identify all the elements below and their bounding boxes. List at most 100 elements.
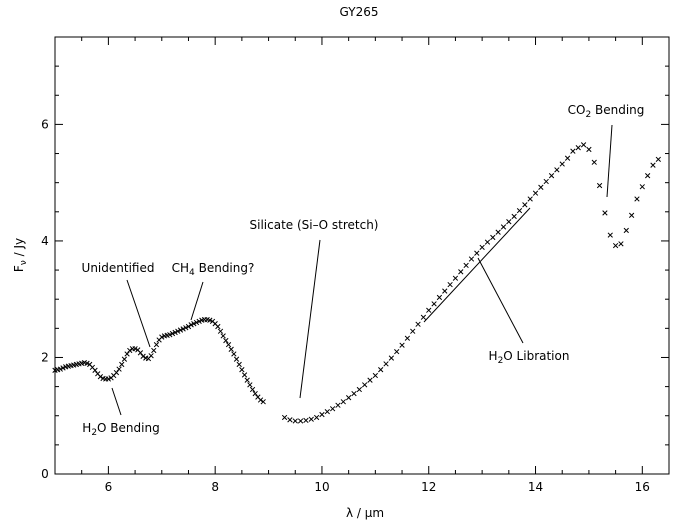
data-point xyxy=(458,269,464,275)
data-point xyxy=(399,342,405,348)
annotation-label: CO2 Bending xyxy=(568,103,645,120)
plot-frame xyxy=(54,36,670,475)
y-label-sub: ν xyxy=(19,260,29,265)
data-point xyxy=(372,372,379,379)
data-point xyxy=(463,262,469,269)
annotation-label: H2O Libration xyxy=(489,349,570,366)
annotation-label: Silicate (Si–O stretch) xyxy=(250,218,379,232)
data-point xyxy=(644,173,651,179)
data-point xyxy=(511,213,517,220)
data-point xyxy=(538,184,544,190)
data-point xyxy=(220,333,226,339)
annotation-leader-line xyxy=(606,124,613,198)
data-point xyxy=(362,382,368,388)
y-tick-label: 2 xyxy=(41,350,49,364)
data-point xyxy=(474,250,480,256)
data-point xyxy=(177,327,184,333)
data-point xyxy=(570,148,576,154)
annotation-label: CH4 Bending? xyxy=(172,261,255,278)
data-point xyxy=(303,417,309,424)
data-point xyxy=(292,418,298,424)
y-label-unit: / Jy xyxy=(12,238,26,260)
data-point xyxy=(612,242,619,249)
data-point xyxy=(297,418,304,424)
data-point xyxy=(532,190,539,196)
data-point xyxy=(172,329,178,336)
x-tick-label: 14 xyxy=(528,480,543,494)
data-point xyxy=(159,334,165,340)
data-point xyxy=(233,356,240,362)
annotations: Unidentified CH4 Bending? H2O Bending Silic… xyxy=(82,103,645,438)
data-point xyxy=(388,355,395,361)
svg-text:Fν / Jy: Fν / Jy xyxy=(12,238,29,272)
data-point xyxy=(394,348,400,355)
data-point xyxy=(351,390,357,397)
data-point xyxy=(249,386,256,393)
data-point xyxy=(127,347,133,354)
data-point xyxy=(252,390,258,397)
data-point xyxy=(84,360,90,366)
y-tick-label: 0 xyxy=(41,467,49,481)
data-point xyxy=(559,161,565,167)
data-point xyxy=(564,155,571,161)
data-point xyxy=(500,224,507,230)
data-point xyxy=(169,330,176,337)
data-point xyxy=(639,184,645,190)
data-point xyxy=(527,196,533,202)
data-point xyxy=(602,210,608,216)
data-point xyxy=(516,207,523,214)
data-point xyxy=(410,328,416,334)
data-point xyxy=(586,146,592,153)
data-point xyxy=(183,325,189,331)
data-point xyxy=(580,142,587,148)
data-point xyxy=(116,366,122,372)
data-point xyxy=(655,156,661,163)
data-point xyxy=(231,351,237,357)
data-point xyxy=(468,256,475,262)
data-point xyxy=(121,356,128,362)
data-point xyxy=(340,399,346,405)
x-tick-label: 6 xyxy=(105,480,113,494)
data-point xyxy=(383,361,389,367)
data-point xyxy=(180,326,186,332)
data-point xyxy=(223,337,229,344)
data-point xyxy=(105,376,112,382)
annotation-leader-line xyxy=(477,257,524,344)
x-tick-label: 16 xyxy=(635,480,650,494)
data-point xyxy=(628,212,635,218)
y-tick-label: 4 xyxy=(41,234,49,248)
data-point xyxy=(175,328,181,334)
data-point xyxy=(244,377,250,383)
data-point xyxy=(420,314,427,320)
data-point xyxy=(124,351,130,357)
data-point xyxy=(119,361,125,368)
data-point xyxy=(188,322,194,328)
data-point xyxy=(345,395,352,401)
data-point xyxy=(436,294,443,301)
data-point xyxy=(191,321,197,327)
annotation-label: Unidentified xyxy=(82,261,155,275)
data-point xyxy=(404,335,411,341)
axis-ticks: 6 8 10 12 14 16 0 2 4 6 xyxy=(41,36,670,494)
data-point xyxy=(97,374,104,380)
data-point xyxy=(543,178,549,185)
data-point xyxy=(431,301,437,307)
y-label-main: F xyxy=(12,265,26,272)
data-point xyxy=(148,353,154,359)
data-point xyxy=(247,382,253,388)
data-point xyxy=(607,232,613,238)
data-point xyxy=(415,321,421,327)
data-point xyxy=(207,317,213,323)
data-point xyxy=(506,219,512,225)
y-tick-label: 6 xyxy=(41,117,49,131)
data-point xyxy=(60,365,66,371)
data-point xyxy=(378,367,384,373)
data-point xyxy=(92,367,98,373)
data-point xyxy=(113,369,120,376)
data-point xyxy=(554,167,560,173)
data-point xyxy=(484,239,491,245)
data-point xyxy=(522,202,528,208)
data-point xyxy=(217,328,224,334)
data-point xyxy=(313,414,320,421)
